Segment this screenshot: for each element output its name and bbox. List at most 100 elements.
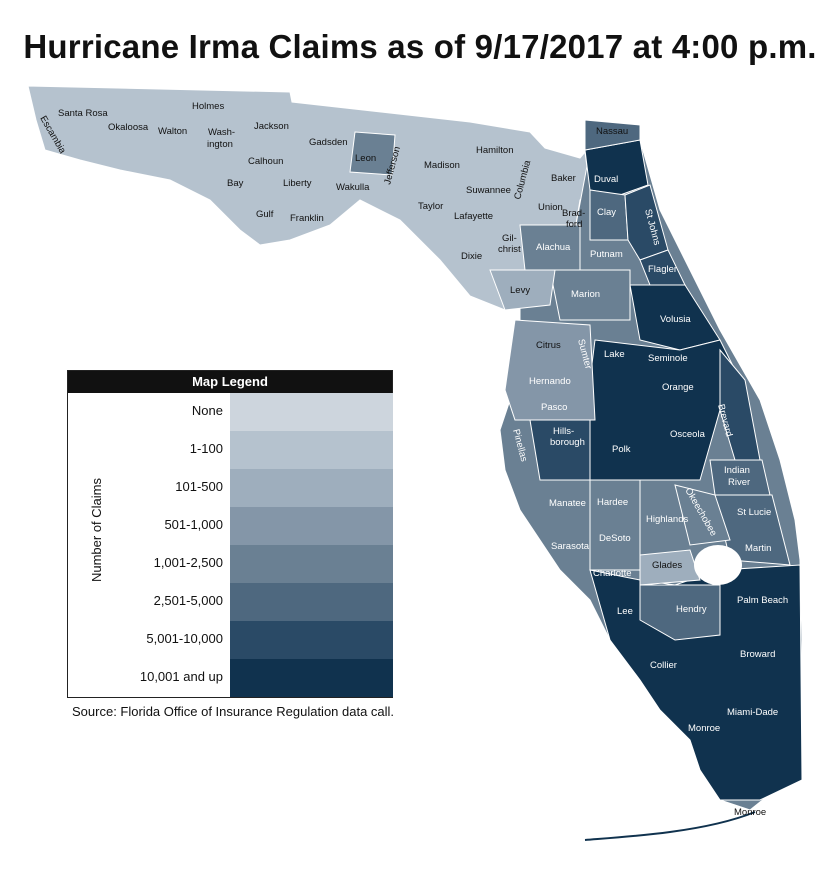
- label-broward: Broward: [740, 649, 775, 660]
- legend-row: 1,001-2,500: [68, 545, 393, 583]
- legend-row: 501-1,000: [68, 507, 393, 545]
- label-st-lucie: St Lucie: [737, 507, 771, 518]
- label-sarasota: Sarasota: [551, 541, 590, 552]
- legend-swatch: [230, 431, 393, 469]
- label-gulf: Gulf: [256, 209, 274, 220]
- label-charlotte: Charlotte: [593, 568, 632, 579]
- legend-label: 10,001 and up: [139, 669, 223, 684]
- label-hillsborough-1: Hills-: [553, 426, 574, 437]
- label-martin: Martin: [745, 543, 771, 554]
- label-citrus: Citrus: [536, 340, 561, 351]
- county-leon: [349, 131, 396, 176]
- florida-keys: [584, 811, 756, 841]
- legend-row: 101-500: [68, 469, 393, 507]
- county-citrus-pasco: [504, 319, 596, 421]
- legend-heading: Map Legend: [68, 371, 392, 393]
- label-madison: Madison: [424, 160, 460, 171]
- label-palm-beach: Palm Beach: [737, 595, 788, 606]
- legend-swatch: [230, 469, 393, 507]
- legend-swatch: [230, 507, 393, 545]
- county-sw-dark: [589, 564, 803, 801]
- legend-label: 1-100: [189, 441, 223, 456]
- label-washington-2: ington: [207, 139, 233, 150]
- label-gilchrist-2: christ: [498, 244, 521, 255]
- label-flagler: Flagler: [648, 264, 677, 275]
- label-jackson: Jackson: [254, 121, 289, 132]
- label-hernando: Hernando: [529, 376, 571, 387]
- label-desoto: DeSoto: [599, 533, 631, 544]
- map-title: Hurricane Irma Claims as of 9/17/2017 at…: [23, 28, 817, 65]
- label-manatee: Manatee: [549, 498, 586, 509]
- legend-row: 10,001 and up: [68, 659, 393, 697]
- label-lee: Lee: [617, 606, 633, 617]
- label-polk: Polk: [612, 444, 631, 455]
- label-volusia: Volusia: [660, 314, 691, 325]
- label-hendry: Hendry: [676, 604, 707, 615]
- label-monroe-mainland: Monroe: [688, 723, 720, 734]
- county-hardee-desoto: [589, 479, 641, 571]
- panhandle-region: [27, 85, 591, 311]
- label-lafayette: Lafayette: [454, 211, 493, 222]
- legend-row: 5,001-10,000: [68, 621, 393, 659]
- label-alachua: Alachua: [536, 242, 571, 253]
- label-putnam: Putnam: [590, 249, 623, 260]
- legend-swatch: [230, 545, 393, 583]
- map-legend: Map Legend Number of Claims None 1-100 1…: [67, 370, 393, 698]
- label-indian-river-1: Indian: [724, 465, 750, 476]
- label-calhoun: Calhoun: [248, 156, 283, 167]
- label-liberty: Liberty: [283, 178, 312, 189]
- label-hillsborough-2: borough: [550, 437, 585, 448]
- legend-label: 1,001-2,500: [153, 555, 223, 570]
- label-hardee: Hardee: [597, 497, 628, 508]
- legend-label: 501-1,000: [164, 517, 223, 532]
- label-suwannee: Suwannee: [466, 185, 511, 196]
- label-miami-dade: Miami-Dade: [727, 707, 778, 718]
- county-marion: [549, 269, 631, 321]
- lake-okeechobee: [694, 545, 742, 585]
- label-highlands: Highlands: [646, 514, 688, 525]
- label-holmes: Holmes: [192, 101, 224, 112]
- label-union: Union: [538, 202, 563, 213]
- county-hendry: [639, 584, 721, 641]
- label-santa-rosa: Santa Rosa: [58, 108, 108, 119]
- county-glades: [639, 549, 701, 586]
- label-bay: Bay: [227, 178, 244, 189]
- label-gadsden: Gadsden: [309, 137, 348, 148]
- legend-label: 101-500: [175, 479, 223, 494]
- label-marion: Marion: [571, 289, 600, 300]
- label-leon: Leon: [355, 153, 376, 164]
- label-okaloosa: Okaloosa: [108, 122, 149, 133]
- label-wakulla: Wakulla: [336, 182, 370, 193]
- label-bradford-1: Brad-: [562, 208, 585, 219]
- label-washington-1: Wash-: [208, 127, 235, 138]
- label-nassau: Nassau: [596, 126, 628, 137]
- legend-row: None: [68, 393, 393, 431]
- label-gilchrist-1: Gil-: [502, 233, 517, 244]
- county-levy: [489, 269, 556, 311]
- label-walton: Walton: [158, 126, 187, 137]
- label-dixie: Dixie: [461, 251, 482, 262]
- label-bradford-2: ford: [566, 219, 582, 230]
- label-franklin: Franklin: [290, 213, 324, 224]
- legend-label: 5,001-10,000: [146, 631, 223, 646]
- legend-label: None: [191, 403, 223, 418]
- source-note: Source: Florida Office of Insurance Regu…: [72, 704, 395, 719]
- legend-row: 1-100: [68, 431, 393, 469]
- label-orange: Orange: [662, 382, 694, 393]
- label-indian-river-2: River: [728, 477, 750, 488]
- label-duval: Duval: [594, 174, 618, 185]
- label-baker: Baker: [551, 173, 576, 184]
- label-seminole: Seminole: [648, 353, 688, 364]
- label-clay: Clay: [597, 207, 616, 218]
- label-osceola: Osceola: [670, 429, 706, 440]
- label-monroe-keys: Monroe: [734, 807, 766, 818]
- county-nassau: [584, 119, 641, 151]
- label-lake: Lake: [604, 349, 625, 360]
- legend-swatch: [230, 583, 393, 621]
- label-hamilton: Hamilton: [476, 145, 514, 156]
- label-glades: Glades: [652, 560, 682, 571]
- legend-row: 2,501-5,000: [68, 583, 393, 621]
- label-pasco: Pasco: [541, 402, 567, 413]
- legend-swatch: [230, 659, 393, 697]
